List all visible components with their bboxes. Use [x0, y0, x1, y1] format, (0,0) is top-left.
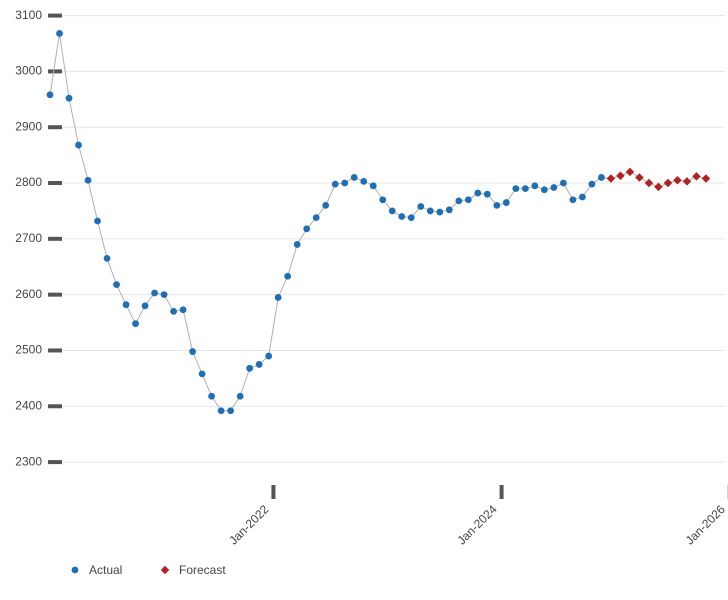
y-tick-label: 3100 — [15, 8, 42, 22]
y-tick-label: 2600 — [15, 287, 42, 301]
legend-label-actual: Actual — [89, 563, 122, 577]
y-tick-label: 3000 — [15, 64, 42, 78]
y-tick-label: 2900 — [15, 119, 42, 133]
y-tick-label: 2300 — [15, 454, 42, 468]
time-series-chart: 230024002500260027002800290030003100Jan-… — [0, 0, 728, 600]
y-tick-label: 2500 — [15, 343, 42, 357]
legend-label-forecast: Forecast — [179, 563, 226, 577]
y-tick-label: 2800 — [15, 175, 42, 189]
chart-background — [0, 0, 728, 600]
chart-container: 230024002500260027002800290030003100Jan-… — [0, 0, 728, 600]
y-tick-label: 2700 — [15, 231, 42, 245]
y-tick-label: 2400 — [15, 398, 42, 412]
